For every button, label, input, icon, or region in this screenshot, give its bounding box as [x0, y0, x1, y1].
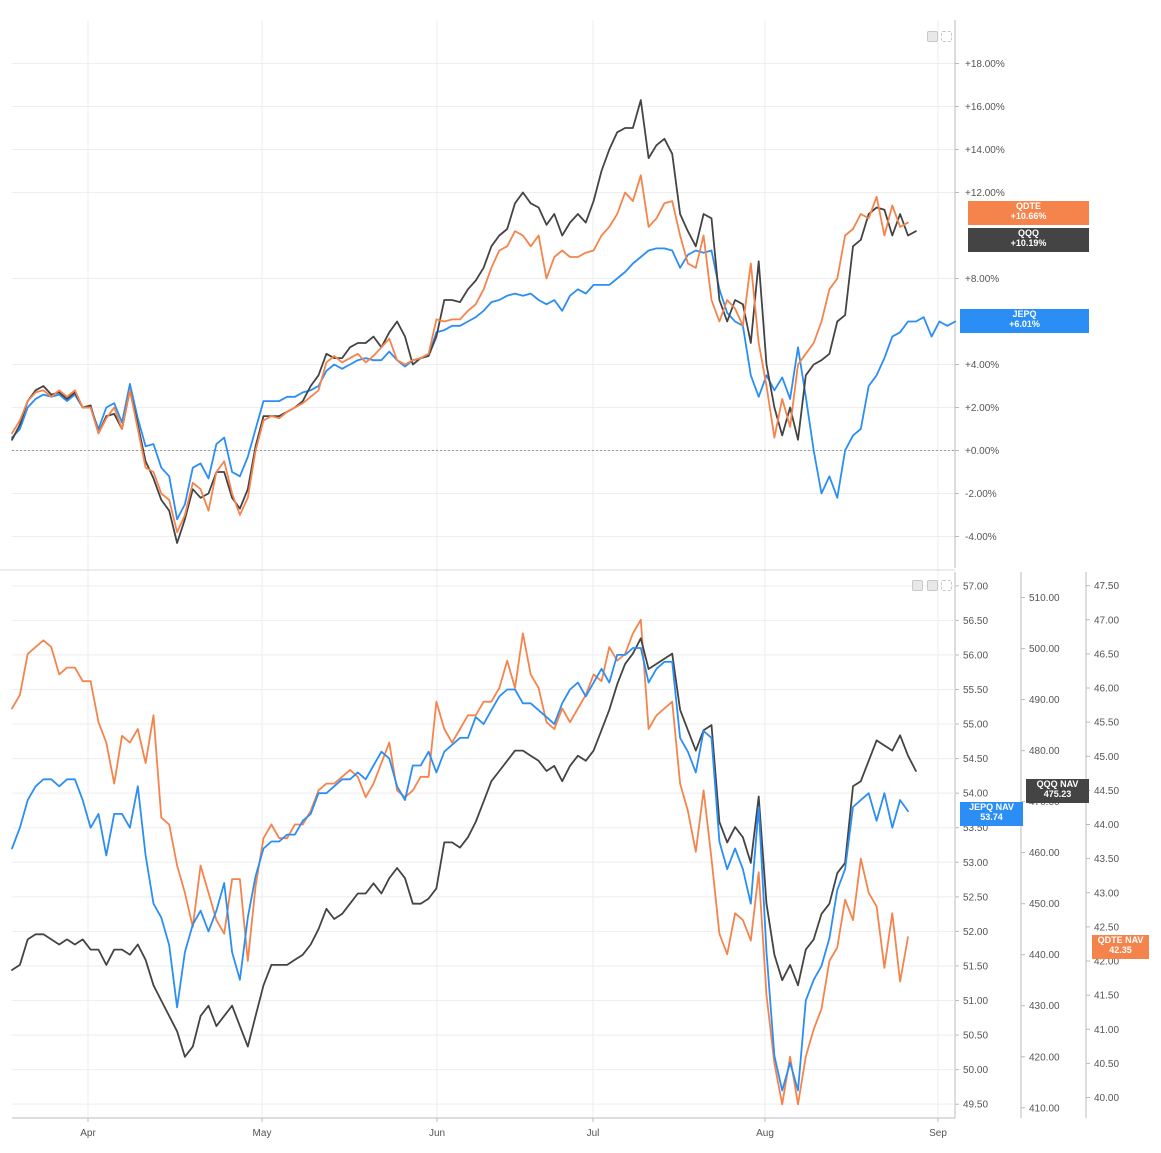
qdte-axis-tick-label: 43.00 [1094, 888, 1119, 899]
top-axis-tick-label: +8.00% [965, 274, 999, 285]
x-axis-label-jul: Jul [587, 1128, 600, 1139]
qdte-axis-tick-label: 44.50 [1094, 786, 1119, 797]
qqq-axis-tick-label: 450.00 [1029, 899, 1060, 910]
top-axis-tick-label: -2.00% [965, 489, 997, 500]
qqq-axis-tick-label: 460.00 [1029, 848, 1060, 859]
top-panel-add-icon[interactable] [927, 31, 938, 42]
jepq-tag-name: JEPQ [1012, 309, 1037, 319]
jepq-nav-tag-value: 53.74 [980, 812, 1003, 822]
qdte-axis-tick-label: 41.00 [1094, 1025, 1119, 1036]
jepq-axis-tick-label: 55.00 [963, 720, 988, 731]
series-line-qdte-nav [11, 618, 909, 1106]
jepq-value-tag: JEPQ +6.01% [960, 309, 1089, 333]
qqq-axis-tick-label: 480.00 [1029, 746, 1060, 757]
qdte-value-tag: QDTE +10.66% [968, 201, 1089, 225]
jepq-nav-value-tag: JEPQ NAV 53.74 [960, 802, 1023, 826]
qdte-axis-tick-label: 47.50 [1094, 581, 1119, 592]
qdte-axis-tick-label: 47.00 [1094, 615, 1119, 626]
x-axis-label-may: May [253, 1128, 272, 1139]
top-axis-tick-label: +2.00% [965, 403, 999, 414]
qqq-axis-tick-label: 500.00 [1029, 644, 1060, 655]
top-axis-tick-label: +16.00% [965, 102, 1005, 113]
series-line-qdte [11, 174, 909, 534]
jepq-axis-tick-label: 56.50 [963, 616, 988, 627]
x-axis-label-apr: Apr [80, 1128, 96, 1139]
top-axis-tick-label: +0.00% [965, 446, 999, 457]
series-line-qqq-nav [11, 637, 917, 1058]
jepq-axis-tick-label: 52.50 [963, 892, 988, 903]
qdte-axis-tick-label: 41.50 [1094, 991, 1119, 1002]
jepq-tag-value: +6.01% [1009, 319, 1040, 329]
qqq-nav-tag-name: QQQ NAV [1036, 779, 1079, 789]
qdte-axis-tick-label: 46.50 [1094, 649, 1119, 660]
top-panel-fullscreen-icon[interactable] [941, 31, 952, 42]
jepq-axis-tick-label: 51.00 [963, 996, 988, 1007]
qdte-axis-tick-label: 46.00 [1094, 684, 1119, 695]
qqq-nav-value-tag: QQQ NAV 475.23 [1026, 779, 1089, 803]
jepq-axis-tick-label: 51.50 [963, 961, 988, 972]
qdte-nav-tag-value: 42.35 [1109, 945, 1132, 955]
qdte-axis-tick-label: 43.50 [1094, 854, 1119, 865]
top-axis-tick-label: +12.00% [965, 188, 1005, 199]
qdte-tag-value: +10.66% [1010, 211, 1047, 221]
qdte-nav-tag-name: QDTE NAV [1097, 935, 1144, 945]
qdte-axis-tick-label: 45.50 [1094, 718, 1119, 729]
bottom-panel-add-icon[interactable] [927, 580, 938, 591]
jepq-axis-tick-label: 52.00 [963, 927, 988, 938]
jepq-axis-tick-label: 49.50 [963, 1100, 988, 1111]
qqq-tag-value: +10.19% [1010, 238, 1047, 248]
qqq-tag-name: QQQ [1017, 228, 1039, 238]
qqq-value-tag: QQQ +10.19% [968, 228, 1089, 252]
qdte-axis-tick-label: 40.50 [1094, 1059, 1119, 1070]
series-line-qqq [11, 99, 917, 544]
top-axis-tick-label: +14.00% [965, 145, 1005, 156]
jepq-axis-tick-label: 55.50 [963, 685, 988, 696]
qqq-axis-tick-label: 510.00 [1029, 593, 1060, 604]
jepq-axis-tick-label: 53.50 [963, 823, 988, 834]
bottom-panel-fullscreen-icon[interactable] [941, 580, 952, 591]
qqq-axis-tick-label: 430.00 [1029, 1001, 1060, 1012]
qdte-axis-tick-label: 40.00 [1094, 1093, 1119, 1104]
top-axis-tick-label: +4.00% [965, 360, 999, 371]
x-axis-label-jun: Jun [429, 1128, 445, 1139]
series-line-jepq-nav [11, 647, 909, 1092]
jepq-axis-tick-label: 57.00 [963, 581, 988, 592]
series-line-jepq [11, 247, 957, 521]
qqq-axis-tick-label: 420.00 [1029, 1052, 1060, 1063]
qdte-axis-tick-label: 42.00 [1094, 957, 1119, 968]
jepq-axis-tick-label: 50.00 [963, 1065, 988, 1076]
qdte-nav-value-tag: QDTE NAV 42.35 [1092, 935, 1149, 959]
x-axis-label-aug: Aug [756, 1128, 774, 1139]
top-axis-tick-label: +18.00% [965, 59, 1005, 70]
jepq-axis-tick-label: 54.50 [963, 754, 988, 765]
qqq-axis-tick-label: 410.00 [1029, 1103, 1060, 1114]
qdte-axis-tick-label: 44.00 [1094, 820, 1119, 831]
jepq-axis-tick-label: 53.00 [963, 858, 988, 869]
qqq-nav-tag-value: 475.23 [1043, 789, 1072, 799]
qdte-tag-name: QDTE [1015, 201, 1041, 211]
top-axis-tick-label: -4.00% [965, 532, 997, 543]
qdte-axis-tick-label: 45.00 [1094, 752, 1119, 763]
x-axis-label-sep: Sep [929, 1128, 947, 1139]
jepq-axis-tick-label: 56.00 [963, 650, 988, 661]
qdte-axis-tick-label: 42.50 [1094, 922, 1119, 933]
bottom-panel-settings-icon[interactable] [912, 580, 923, 591]
qqq-axis-tick-label: 440.00 [1029, 950, 1060, 961]
jepq-nav-tag-name: JEPQ NAV [969, 802, 1014, 812]
jepq-axis-tick-label: 50.50 [963, 1031, 988, 1042]
qqq-axis-tick-label: 490.00 [1029, 695, 1060, 706]
jepq-axis-tick-label: 54.00 [963, 789, 988, 800]
